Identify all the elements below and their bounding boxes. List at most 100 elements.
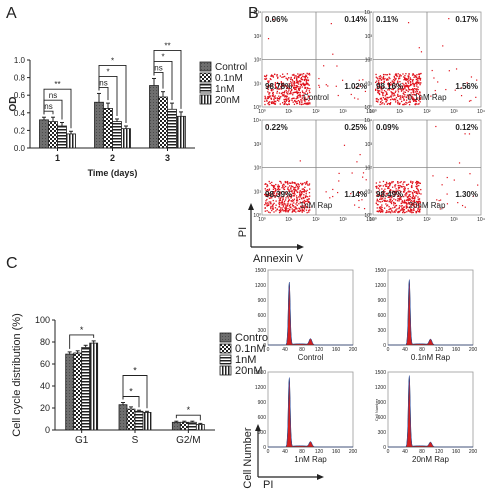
- flow-event: [404, 78, 406, 80]
- flow-event: [288, 89, 290, 91]
- flow-event: [304, 75, 306, 78]
- flow-event: [307, 196, 309, 198]
- flow-event: [387, 186, 389, 188]
- flow-event: [415, 100, 417, 102]
- flow-event: [407, 87, 410, 89]
- flow-event: [268, 189, 271, 191]
- flow-event: [393, 210, 396, 212]
- flow-event: [403, 91, 405, 93]
- flow-event: [341, 79, 344, 81]
- flow-event: [278, 100, 280, 102]
- flow-event: [293, 198, 296, 200]
- flow-event: [401, 211, 404, 214]
- flow-event: [267, 190, 269, 192]
- flow-event: [381, 204, 383, 206]
- flow-event: [387, 83, 389, 85]
- flow-event: [306, 83, 309, 85]
- flow-event: [400, 209, 402, 211]
- flow-event: [388, 88, 390, 90]
- flow-event: [414, 88, 417, 90]
- flow-event: [418, 198, 420, 201]
- flow-event: [392, 82, 395, 84]
- flow-event: [294, 75, 296, 77]
- flow-event: [279, 88, 281, 90]
- flow-event: [417, 202, 420, 205]
- flow-event: [415, 195, 417, 197]
- flow-event: [282, 208, 284, 211]
- flow-event: [293, 87, 296, 89]
- histogram-y-tick-label: 900: [378, 298, 387, 304]
- flow-event: [307, 201, 310, 203]
- flow-event: [306, 92, 309, 94]
- flow-event: [276, 75, 278, 77]
- flow-event: [279, 202, 281, 204]
- flow-event: [387, 79, 389, 81]
- flow-event: [393, 75, 395, 78]
- flow-event: [392, 181, 394, 183]
- flow-event: [389, 192, 392, 194]
- flow-event: [386, 74, 388, 76]
- flow-event: [299, 73, 301, 75]
- flow-event: [303, 102, 306, 105]
- flow-event: [412, 97, 414, 99]
- histogram-y-tick-label: 300: [378, 328, 387, 334]
- flow-event: [300, 84, 303, 87]
- flow-event: [273, 99, 275, 101]
- flow-event: [296, 92, 299, 95]
- flow-event: [440, 199, 442, 201]
- flow-event: [298, 184, 300, 186]
- flow-event: [302, 91, 304, 94]
- histogram-x-tick-label: 80: [419, 449, 425, 455]
- flow-event: [409, 211, 411, 213]
- flow-event: [380, 76, 382, 78]
- flow-event: [361, 199, 363, 201]
- flow-event: [412, 193, 414, 195]
- flow-event: [295, 75, 297, 77]
- flow-event: [298, 88, 300, 91]
- flow-event: [389, 201, 392, 203]
- flow-event: [410, 205, 412, 208]
- flow-event: [400, 88, 402, 91]
- flow-event: [277, 184, 279, 186]
- flow-event: [287, 93, 289, 95]
- flow-event: [394, 184, 397, 186]
- flow-event: [285, 205, 287, 207]
- flow-event: [411, 186, 413, 189]
- flow-event: [406, 196, 409, 198]
- flow-event: [418, 91, 421, 93]
- flow-event: [272, 195, 274, 197]
- flow-event: [392, 81, 394, 83]
- flow-event: [270, 194, 272, 197]
- flow-event: [275, 210, 277, 212]
- flow-event: [276, 97, 279, 99]
- flow-event: [394, 211, 396, 213]
- flow-event: [301, 209, 304, 211]
- flow-event: [402, 210, 405, 212]
- flow-event: [411, 96, 414, 98]
- flow-event: [307, 87, 309, 90]
- flow-event: [284, 209, 287, 212]
- flow-event: [267, 38, 270, 40]
- flow-event: [401, 85, 403, 87]
- bar-1nM: [187, 421, 197, 431]
- flow-event: [293, 87, 295, 90]
- flow-event: [407, 95, 409, 97]
- flow-event: [413, 90, 415, 92]
- flow-event: [279, 181, 282, 183]
- flow-event: [353, 204, 356, 206]
- flow-event: [403, 208, 405, 211]
- flow-event: [376, 77, 378, 79]
- flow-event: [418, 191, 420, 193]
- flow-event: [265, 202, 267, 205]
- flow-event: [401, 95, 403, 97]
- flow-event: [382, 76, 384, 79]
- flow-event: [400, 98, 402, 100]
- flow-event: [272, 194, 274, 196]
- flow-event: [410, 209, 413, 211]
- flow-event: [289, 209, 291, 211]
- flow-event: [362, 172, 365, 174]
- flow-event: [297, 91, 300, 94]
- flow-event: [435, 125, 437, 128]
- flow-event: [306, 89, 308, 91]
- flow-event: [407, 196, 410, 198]
